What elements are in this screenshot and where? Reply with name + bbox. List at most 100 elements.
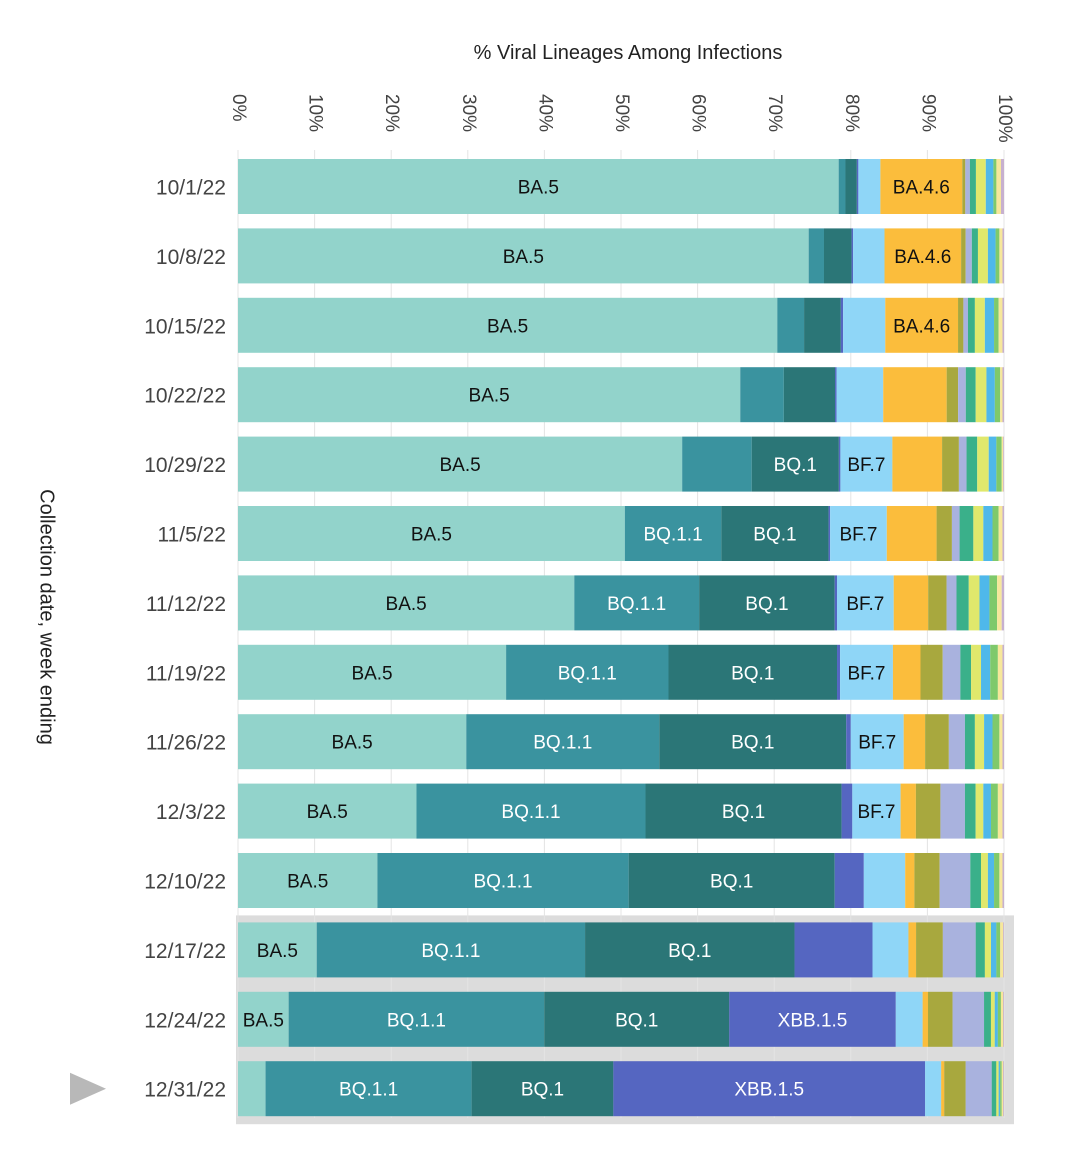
bar-segment xyxy=(964,783,976,839)
bar-segment xyxy=(958,297,964,353)
bar-segment xyxy=(838,159,846,214)
bar-segment xyxy=(996,922,1001,978)
bar-segment xyxy=(965,1061,992,1117)
bar-segment xyxy=(971,644,982,700)
bar-segment xyxy=(975,783,984,839)
bar-segment xyxy=(416,783,646,839)
segment-label: BA.4.6 xyxy=(893,178,950,199)
bar-segment xyxy=(997,991,1001,1047)
segment-label: BQ.1.1 xyxy=(607,594,666,615)
segment-label: BQ.1 xyxy=(521,1080,564,1101)
bar-segment xyxy=(997,644,1003,700)
bar-segment xyxy=(996,159,1001,214)
bar-segment xyxy=(836,367,884,423)
x-tick-label: 30% xyxy=(458,94,479,132)
bar-segment xyxy=(946,367,959,423)
segment-label: BF.7 xyxy=(858,733,896,754)
segment-label: BQ.1.1 xyxy=(387,1010,446,1031)
bar-segment xyxy=(999,714,1003,770)
segment-label: BF.7 xyxy=(846,594,884,615)
bar-segment xyxy=(1002,297,1004,353)
bar-segment xyxy=(624,506,722,561)
bar-segment xyxy=(238,644,507,700)
bar-segment xyxy=(983,506,993,561)
segment-label: BQ.1 xyxy=(753,525,796,546)
bar-segment xyxy=(991,922,997,978)
y-category-label: 10/29/22 xyxy=(144,454,226,477)
segment-label: BA.4.6 xyxy=(893,316,950,337)
bar-segment xyxy=(984,991,991,1047)
bar-segment xyxy=(872,922,909,978)
bar-segment xyxy=(903,714,926,770)
bar-segment xyxy=(968,575,980,631)
segment-label: BF.7 xyxy=(847,455,885,476)
segment-label: BQ.1.1 xyxy=(533,733,592,754)
bar-segment xyxy=(1003,1061,1004,1117)
bar-segment xyxy=(1002,506,1004,561)
bar-segment xyxy=(1002,853,1004,908)
bar-segment xyxy=(922,991,929,1047)
bar-segment xyxy=(973,506,984,561)
bar-segment xyxy=(884,228,962,284)
bar-segment xyxy=(981,853,988,908)
bar-segment xyxy=(858,159,881,214)
segment-label: BA.5 xyxy=(469,386,510,407)
bar-segment xyxy=(998,297,1003,353)
bar-segment xyxy=(1002,367,1004,423)
segment-label: BA.5 xyxy=(332,733,373,754)
bar-segment xyxy=(1000,991,1004,1047)
bar-segment xyxy=(967,297,975,353)
bar-segment xyxy=(942,436,959,492)
bar-segment xyxy=(936,506,952,561)
segment-label: BA.5 xyxy=(503,247,544,268)
segment-labels: BA.5 BA.4.6 BA.5 BA.4.6 BA.5 BA.4.6 BA.5 BA.5 BQ… xyxy=(243,178,952,1101)
bar-segment xyxy=(914,853,940,908)
bar-segment xyxy=(838,436,841,492)
segment-label: BQ.1.1 xyxy=(473,872,532,893)
bar-segment xyxy=(977,436,989,492)
bar-segment xyxy=(925,714,949,770)
bar-segment xyxy=(956,575,969,631)
segment-label: BQ.1.1 xyxy=(558,663,617,684)
bar-segment xyxy=(238,922,317,978)
y-category-label: 12/17/22 xyxy=(144,940,226,963)
x-tick-label: 40% xyxy=(534,94,555,132)
bar-segment xyxy=(990,991,995,1047)
segment-label: BQ.1.1 xyxy=(501,802,560,823)
y-category-label: 10/8/22 xyxy=(156,246,226,269)
segment-label: BQ.1.1 xyxy=(644,525,703,546)
bar-segment xyxy=(1002,783,1004,839)
bar-segment xyxy=(994,991,998,1047)
bar-segment xyxy=(659,714,847,770)
bar-segment xyxy=(777,297,805,353)
bar-segment xyxy=(992,714,1000,770)
bar-segment xyxy=(965,159,970,214)
bar-segment xyxy=(850,714,904,770)
x-tick-label: 100% xyxy=(994,94,1015,143)
bar-segment xyxy=(834,853,864,908)
bar-segment xyxy=(966,436,978,492)
segment-label: BA.4.6 xyxy=(894,247,951,268)
bar-segment xyxy=(994,297,999,353)
bar-segment xyxy=(843,297,886,353)
bar-segment xyxy=(238,506,625,561)
bar-segment xyxy=(992,506,999,561)
y-axis-title: Collection date, week ending xyxy=(36,489,58,745)
bar-segment xyxy=(377,853,629,908)
bar-segment xyxy=(885,297,959,353)
segment-label: BF.7 xyxy=(857,802,895,823)
bar-segment xyxy=(916,922,943,978)
x-tick-label: 70% xyxy=(764,94,785,132)
bar-segment xyxy=(834,575,838,631)
bar-segment xyxy=(1001,1061,1004,1117)
x-tick-labels: 0% 10% 20% 30% 40% 50% 60% 70% 80% 90% 100% xyxy=(228,94,1015,143)
bar-segment xyxy=(238,714,467,770)
bar-segment xyxy=(958,436,967,492)
bar-segment xyxy=(238,367,741,423)
bar-segment xyxy=(238,297,778,353)
bar-segment xyxy=(544,991,730,1047)
bar-segment xyxy=(835,367,837,423)
bar-segment xyxy=(984,714,993,770)
bar-segment xyxy=(970,853,982,908)
bar-segment xyxy=(962,159,966,214)
